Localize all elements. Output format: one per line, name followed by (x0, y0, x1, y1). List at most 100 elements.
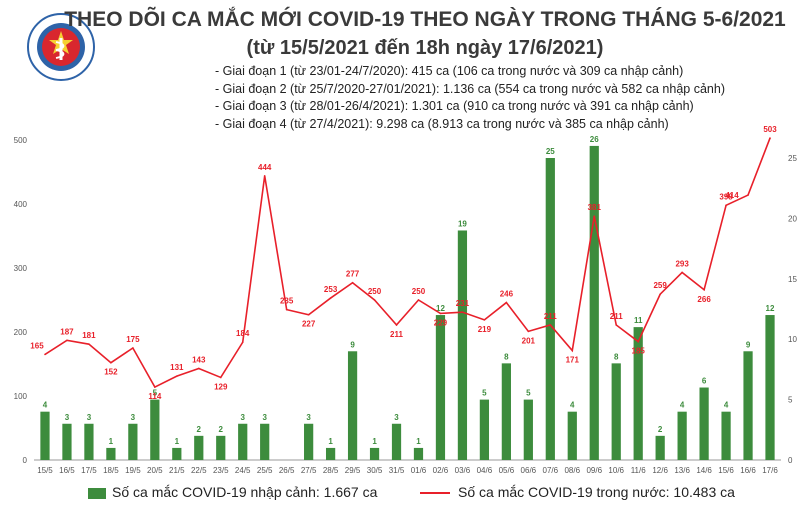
bar (216, 435, 226, 460)
bar (611, 363, 621, 460)
line-point (615, 324, 618, 326)
bar (479, 399, 490, 460)
line-value-label: 229 (434, 318, 448, 327)
line-point (527, 330, 530, 333)
bar-value-label: 11 (634, 316, 643, 325)
x-tick-label: 01/6 (411, 466, 427, 475)
x-tick-label: 23/5 (213, 466, 229, 475)
line-point (659, 293, 661, 296)
line-point (329, 297, 332, 299)
line-value-label: 266 (697, 295, 711, 304)
bar (765, 315, 775, 460)
legend: Số ca mắc COVID-19 nhập cảnh: 1.667 ca S… (0, 480, 810, 506)
bar (238, 423, 248, 460)
line-point (461, 311, 464, 313)
bar (655, 435, 665, 460)
legend-line-label: Số ca mắc COVID-19 trong nước: 10.483 ca (458, 484, 735, 500)
x-tick-label: 11/6 (631, 466, 647, 475)
line-value-label: 165 (30, 341, 44, 350)
x-tick-label: 26/5 (279, 466, 295, 475)
bar (545, 158, 555, 460)
line-point (505, 301, 508, 304)
y-right-tick-label: 20 (788, 214, 797, 223)
bar-value-label: 5 (482, 389, 487, 398)
line-value-label: 114 (148, 392, 161, 401)
bar-value-label: 3 (240, 413, 245, 422)
x-tick-label: 14/6 (696, 466, 712, 475)
line-point (747, 194, 749, 196)
x-tick-label: 21/5 (169, 466, 185, 475)
line-point (241, 341, 244, 344)
line-value-label: 414 (725, 191, 739, 200)
bar (150, 399, 160, 460)
phase-summary: - Giai đoạn 1 (từ 23/01-24/7/2020): 415 … (215, 63, 725, 133)
bar-value-label: 2 (658, 425, 663, 434)
line-point (44, 353, 46, 356)
line-point (132, 347, 134, 349)
y-right-tick-label: 10 (788, 335, 797, 344)
bar-value-label: 3 (394, 413, 399, 422)
line-value-label: 184 (236, 329, 250, 338)
line-value-label: 253 (324, 285, 338, 294)
bar-value-label: 3 (87, 413, 92, 422)
line-value-label: 250 (412, 287, 426, 296)
phase-line-1: - Giai đoạn 1 (từ 23/01-24/7/2020): 415 … (215, 64, 684, 78)
line-value-label: 259 (653, 281, 667, 290)
line-value-label: 181 (82, 331, 96, 340)
bar (62, 423, 72, 460)
bar (589, 145, 599, 461)
y-right-tick-label: 15 (788, 275, 797, 284)
bar (567, 411, 577, 460)
phase-line-3: - Giai đoạn 3 (từ 28/01-26/4/2021): 1.30… (215, 99, 694, 113)
bar (172, 447, 182, 460)
line-point (417, 299, 420, 301)
line-point (263, 175, 266, 177)
x-tick-label: 28/5 (323, 466, 339, 475)
line-value-label: 250 (368, 287, 382, 296)
x-tick-label: 08/6 (564, 466, 580, 475)
line-point (681, 271, 683, 274)
line-value-label: 175 (126, 335, 140, 344)
phase-line-2: - Giai đoạn 2 (từ 25/7/2020-27/01/2021):… (215, 81, 725, 96)
bar (40, 411, 50, 460)
line-point (219, 376, 222, 379)
line-value-label: 246 (500, 290, 514, 299)
line-value-label: 211 (544, 312, 557, 321)
bar-value-label: 1 (372, 437, 377, 446)
bar (369, 447, 380, 460)
bar (743, 351, 753, 460)
line-point (439, 312, 442, 315)
x-tick-label: 16/6 (740, 466, 756, 475)
bar (391, 423, 402, 460)
line-value-label: 131 (170, 363, 184, 372)
bar (106, 447, 116, 460)
line-point (703, 288, 705, 291)
x-tick-label: 22/5 (191, 466, 207, 475)
bar (523, 399, 533, 460)
x-tick-label: 04/6 (477, 466, 493, 475)
bar-value-label: 4 (43, 401, 48, 410)
x-tick-label: 25/5 (257, 466, 273, 475)
line-value-label: 503 (763, 125, 777, 134)
line-point (571, 349, 574, 352)
bar-value-label: 6 (702, 377, 707, 386)
bar (413, 447, 424, 460)
line-value-label: 231 (456, 299, 470, 308)
line-value-label: 293 (675, 259, 689, 268)
line-value-label: 185 (632, 347, 646, 356)
line-point (373, 299, 376, 301)
x-tick-label: 05/6 (499, 466, 515, 475)
bar-value-label: 8 (614, 352, 619, 361)
bar-value-label: 19 (458, 219, 467, 228)
x-tick-label: 17/5 (81, 466, 97, 475)
line-point (66, 339, 68, 342)
line-value-label: 219 (478, 325, 492, 334)
x-tick-label: 09/6 (586, 466, 602, 475)
bar (304, 423, 314, 460)
bar-value-label: 5 (526, 389, 531, 398)
bar-value-label: 4 (570, 401, 575, 410)
line-point (154, 386, 156, 388)
x-tick-label: 12/6 (652, 466, 668, 475)
line-point (307, 313, 310, 316)
